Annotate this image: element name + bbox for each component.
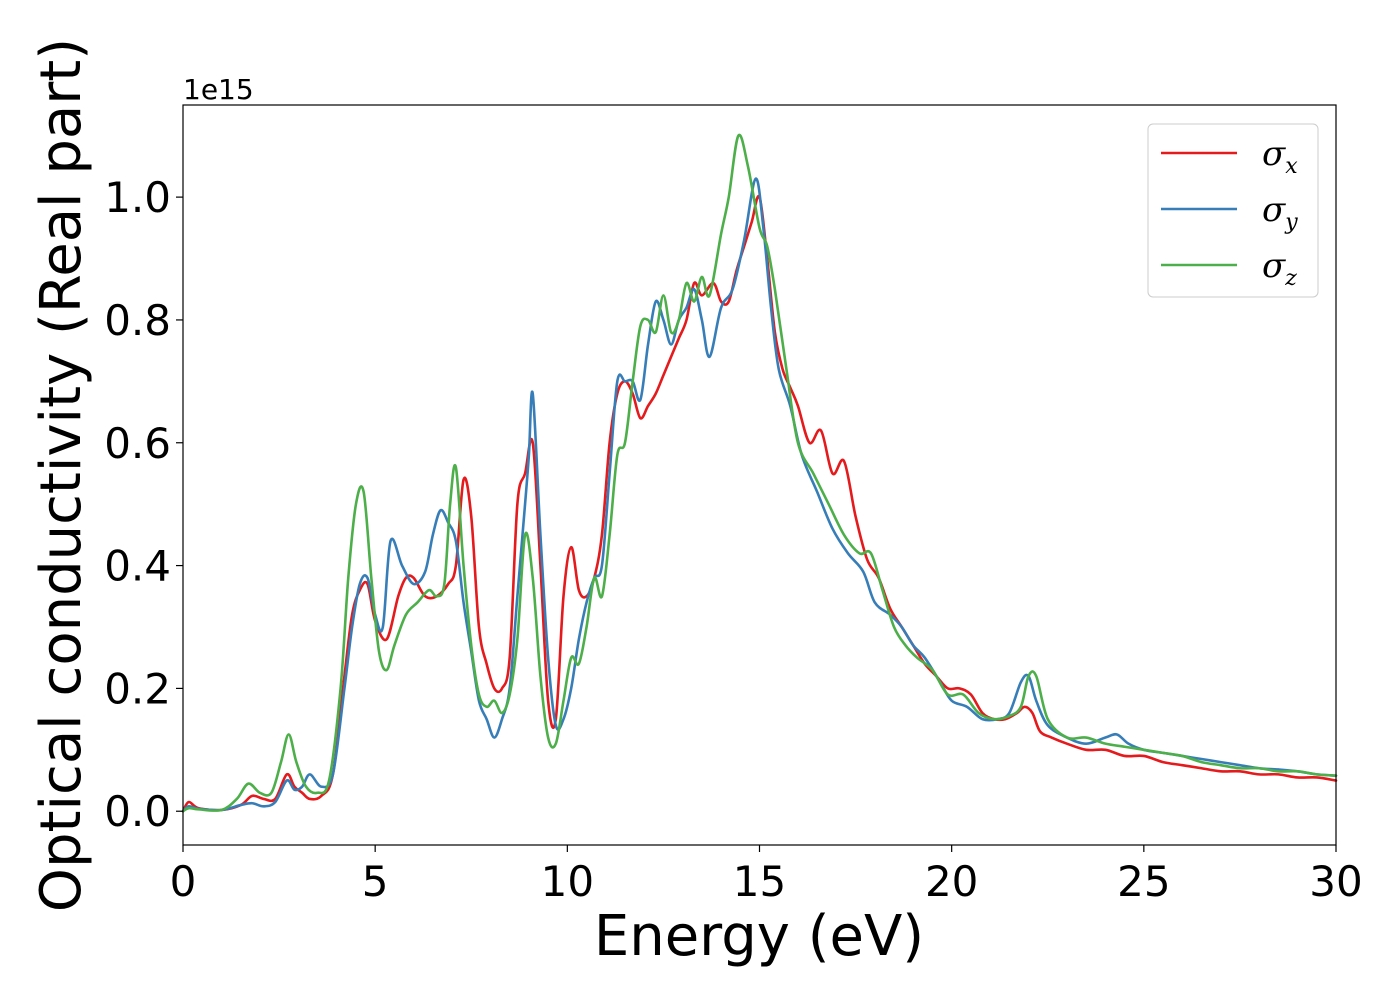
y-offset-label: 1e15 bbox=[183, 73, 254, 106]
y-tick-label: 0.2 bbox=[104, 664, 171, 713]
x-tick-label: 25 bbox=[1117, 857, 1170, 906]
y-tick-label: 0.8 bbox=[104, 296, 171, 345]
x-tick-label: 20 bbox=[925, 857, 978, 906]
y-axis: 0.0 0.2 0.4 0.6 0.8 1.0 bbox=[104, 173, 183, 836]
x-tick-label: 30 bbox=[1309, 857, 1362, 906]
x-axis: 0 5 10 15 20 25 30 bbox=[170, 845, 1363, 906]
y-axis-title: Optical conductivity (Real part) bbox=[29, 38, 94, 912]
legend-symbol: σ bbox=[1262, 134, 1286, 174]
x-axis-title: Energy (eV) bbox=[594, 904, 924, 969]
plot-area bbox=[181, 104, 1338, 846]
series-layer bbox=[181, 133, 1338, 813]
legend-subscript: x bbox=[1285, 154, 1298, 179]
legend-box bbox=[1147, 123, 1319, 298]
series-line-sigma-z bbox=[181, 133, 1338, 813]
legend-subscript: z bbox=[1284, 266, 1297, 291]
y-tick-label: 0.6 bbox=[104, 419, 171, 468]
legend-label-sigma-z: σz bbox=[1262, 246, 1297, 291]
legend-subscript: y bbox=[1284, 210, 1298, 235]
x-tick-label: 10 bbox=[541, 857, 594, 906]
legend-symbol: σ bbox=[1262, 190, 1286, 230]
y-tick-label: 0.4 bbox=[104, 542, 171, 591]
y-tick-label: 0.0 bbox=[104, 787, 171, 836]
y-tick-label: 1.0 bbox=[104, 173, 171, 222]
legend-symbol: σ bbox=[1262, 246, 1286, 286]
x-tick-label: 0 bbox=[170, 857, 197, 906]
x-tick-label: 15 bbox=[733, 857, 786, 906]
x-tick-label: 5 bbox=[362, 857, 389, 906]
legend-label-sigma-y: σy bbox=[1262, 190, 1298, 235]
legend-label-sigma-x: σx bbox=[1262, 134, 1298, 179]
